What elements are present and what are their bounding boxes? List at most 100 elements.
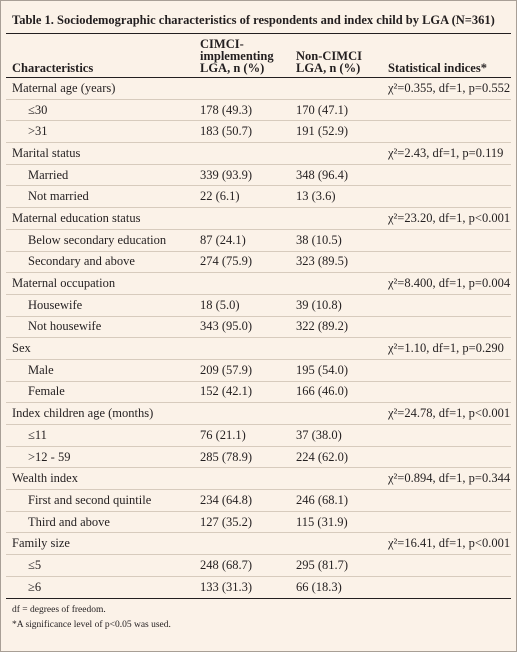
empty-cell (290, 207, 382, 230)
sub-row: Female 152 (42.1) 166 (46.0) (6, 381, 511, 404)
empty-cell (382, 489, 511, 512)
table-title: Table 1. Sociodemographic characteristic… (6, 9, 511, 34)
cell: 348 (96.4) (290, 164, 382, 187)
row-label: Not housewife (6, 316, 194, 339)
empty-cell (382, 446, 511, 469)
group-row: Maternal age (years) χ²=0.355, df=1, p=0.… (6, 77, 511, 100)
sub-row: Not housewife 343 (95.0) 322 (89.2) (6, 316, 511, 339)
cell: 195 (54.0) (290, 359, 382, 382)
group-row: Sex χ²=1.10, df=1, p=0.290 (6, 337, 511, 360)
row-label: ≥6 (6, 576, 194, 599)
group-label: Marital status (6, 142, 194, 165)
statistic: χ²=1.10, df=1, p=0.290 (382, 337, 511, 360)
cell: 22 (6.1) (194, 185, 290, 209)
cell: 87 (24.1) (194, 229, 290, 252)
footnote: df = degrees of freedom. (12, 604, 106, 615)
empty-cell (194, 142, 290, 165)
empty-cell (290, 467, 382, 491)
cell: 274 (75.9) (194, 251, 290, 274)
empty-cell (290, 532, 382, 556)
empty-cell (290, 272, 382, 295)
cell: 133 (31.3) (194, 576, 290, 599)
group-label: Wealth index (6, 467, 194, 491)
sub-row: Housewife 18 (5.0) 39 (10.8) (6, 294, 511, 317)
sub-row: ≤30 178 (49.3) 170 (47.1) (6, 99, 511, 122)
cell: 76 (21.1) (194, 424, 290, 447)
group-label: Maternal age (years) (6, 77, 194, 100)
empty-cell (382, 251, 511, 274)
empty-cell (194, 337, 290, 360)
empty-cell (290, 337, 382, 360)
cell: 322 (89.2) (290, 316, 382, 339)
cell: 152 (42.1) (194, 381, 290, 404)
statistic: χ²=0.355, df=1, p=0.552 (382, 77, 511, 100)
sub-row: Married 339 (93.9) 348 (96.4) (6, 164, 511, 187)
cell: 343 (95.0) (194, 316, 290, 339)
cell: 166 (46.0) (290, 381, 382, 404)
row-label: Secondary and above (6, 251, 194, 274)
group-row: Index children age (months) χ²=24.78, df=… (6, 402, 511, 425)
cell: 39 (10.8) (290, 294, 382, 317)
statistic: χ²=2.43, df=1, p=0.119 (382, 142, 511, 165)
column-header: Non-CIMCI LGA, n (%) (290, 34, 382, 78)
empty-cell (194, 467, 290, 491)
cell: 38 (10.5) (290, 229, 382, 252)
empty-cell (382, 316, 511, 339)
empty-cell (382, 424, 511, 447)
statistic: χ²=24.78, df=1, p<0.001 (382, 402, 511, 425)
group-label: Index children age (months) (6, 402, 194, 425)
row-label: First and second quintile (6, 489, 194, 512)
sub-row: >12 - 59 285 (78.9) 224 (62.0) (6, 446, 511, 469)
statistic: χ²=23.20, df=1, p<0.001 (382, 207, 511, 230)
empty-cell (382, 359, 511, 382)
cell: 66 (18.3) (290, 576, 382, 599)
empty-cell (382, 511, 511, 534)
footnote: *A significance level of p<0.05 was used… (12, 619, 171, 630)
sub-row: First and second quintile 234 (64.8) 246 (… (6, 489, 511, 512)
cell: 178 (49.3) (194, 99, 290, 122)
header-row: Characteristics CIMCI-implementing LGA, n… (6, 34, 511, 78)
empty-cell (194, 77, 290, 100)
empty-cell (382, 99, 511, 122)
cell: 224 (62.0) (290, 446, 382, 469)
empty-cell (382, 381, 511, 404)
cell: 37 (38.0) (290, 424, 382, 447)
statistic: χ²=0.894, df=1, p=0.344 (382, 467, 511, 491)
row-label: Female (6, 381, 194, 404)
sub-row: Not married 22 (6.1) 13 (3.6) (6, 185, 511, 209)
cell: 285 (78.9) (194, 446, 290, 469)
cell: 209 (57.9) (194, 359, 290, 382)
row-label: >31 (6, 120, 194, 144)
row-label: Married (6, 164, 194, 187)
group-row: Maternal occupation χ²=8.400, df=1, p=0.0… (6, 272, 511, 295)
empty-cell (382, 185, 511, 209)
empty-cell (290, 77, 382, 100)
column-header: CIMCI-implementing LGA, n (%) (194, 34, 290, 78)
cell: 191 (52.9) (290, 120, 382, 144)
group-row: Marital status χ²=2.43, df=1, p=0.119 (6, 142, 511, 165)
group-row: Maternal education status χ²=23.20, df=1,… (6, 207, 511, 230)
cell: 323 (89.5) (290, 251, 382, 274)
empty-cell (382, 576, 511, 599)
row-label: Below secondary education (6, 229, 194, 252)
empty-cell (382, 554, 511, 577)
empty-cell (382, 294, 511, 317)
cell: 339 (93.9) (194, 164, 290, 187)
empty-cell (290, 142, 382, 165)
empty-cell (382, 164, 511, 187)
cell: 170 (47.1) (290, 99, 382, 122)
group-row: Wealth index χ²=0.894, df=1, p=0.344 (6, 467, 511, 491)
cell: 13 (3.6) (290, 185, 382, 209)
empty-cell (194, 272, 290, 295)
sub-row: Third and above 127 (35.2) 115 (31.9) (6, 511, 511, 534)
empty-cell (382, 120, 511, 144)
group-label: Sex (6, 337, 194, 360)
column-header: Statistical indices* (382, 34, 511, 78)
row-label: ≤11 (6, 424, 194, 447)
cell: 127 (35.2) (194, 511, 290, 534)
sub-row: ≥6 133 (31.3) 66 (18.3) (6, 576, 511, 599)
cell: 295 (81.7) (290, 554, 382, 577)
sub-row: ≤11 76 (21.1) 37 (38.0) (6, 424, 511, 447)
empty-cell (290, 402, 382, 425)
